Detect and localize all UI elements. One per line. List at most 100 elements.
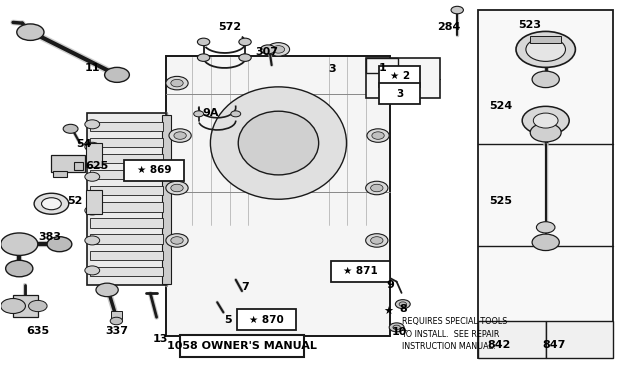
Circle shape	[373, 79, 386, 87]
Circle shape	[85, 172, 100, 181]
Bar	[546, 321, 613, 358]
Circle shape	[171, 237, 183, 244]
Bar	[478, 10, 613, 358]
Bar	[91, 267, 164, 276]
Bar	[478, 321, 546, 358]
Text: 572: 572	[218, 22, 241, 32]
Text: 524: 524	[489, 101, 512, 111]
Circle shape	[17, 24, 44, 40]
FancyBboxPatch shape	[125, 159, 184, 180]
Circle shape	[522, 106, 569, 135]
Text: 525: 525	[489, 196, 512, 206]
Circle shape	[231, 111, 241, 117]
Bar	[167, 56, 391, 336]
Circle shape	[166, 181, 188, 195]
FancyBboxPatch shape	[331, 261, 391, 282]
Circle shape	[389, 323, 404, 332]
Circle shape	[393, 325, 401, 330]
Text: 10: 10	[392, 327, 407, 337]
Circle shape	[105, 67, 130, 82]
Text: 307: 307	[255, 47, 278, 58]
Bar	[91, 122, 164, 131]
FancyBboxPatch shape	[379, 83, 420, 104]
Bar	[87, 113, 167, 285]
Bar	[91, 154, 164, 163]
Text: 9: 9	[386, 280, 394, 290]
Bar	[51, 155, 86, 172]
Circle shape	[96, 283, 118, 297]
Bar	[111, 311, 122, 319]
Bar	[366, 58, 398, 73]
Text: 11: 11	[84, 63, 100, 73]
Circle shape	[533, 113, 558, 128]
Ellipse shape	[238, 111, 319, 175]
Bar	[162, 115, 171, 284]
Text: 523: 523	[518, 20, 541, 30]
Circle shape	[532, 234, 559, 250]
Ellipse shape	[210, 87, 347, 199]
Circle shape	[267, 42, 290, 56]
Circle shape	[239, 54, 251, 61]
Text: ★: ★	[384, 307, 394, 317]
Bar	[530, 36, 561, 42]
Bar	[74, 162, 83, 170]
Circle shape	[451, 6, 463, 14]
Circle shape	[197, 54, 210, 61]
Circle shape	[85, 266, 100, 275]
Bar	[86, 143, 102, 167]
Text: 7: 7	[241, 282, 249, 292]
Text: 9A: 9A	[203, 108, 219, 118]
Circle shape	[171, 79, 183, 87]
Bar	[91, 218, 164, 228]
Circle shape	[260, 45, 275, 54]
Text: 52: 52	[67, 196, 82, 206]
Circle shape	[372, 132, 384, 139]
Bar	[91, 170, 164, 179]
Bar	[91, 250, 164, 260]
Text: 3: 3	[396, 89, 404, 99]
Circle shape	[399, 302, 407, 306]
Circle shape	[532, 71, 559, 88]
Circle shape	[526, 37, 565, 61]
Circle shape	[110, 317, 123, 325]
Bar	[86, 190, 102, 214]
Circle shape	[171, 184, 183, 192]
Bar	[366, 58, 440, 98]
Text: 847: 847	[542, 340, 566, 350]
Circle shape	[169, 129, 191, 142]
Circle shape	[368, 76, 391, 90]
Text: 284: 284	[437, 22, 460, 32]
Circle shape	[371, 237, 383, 244]
Text: 842: 842	[487, 340, 510, 350]
Circle shape	[47, 237, 72, 252]
Circle shape	[42, 198, 61, 210]
Text: ★ 870: ★ 870	[249, 315, 284, 325]
Circle shape	[367, 129, 389, 142]
Text: 635: 635	[26, 326, 50, 336]
Bar	[53, 171, 67, 177]
Circle shape	[85, 120, 100, 129]
Bar	[91, 235, 164, 244]
Circle shape	[63, 124, 78, 133]
Bar	[91, 138, 164, 147]
Circle shape	[85, 142, 100, 151]
Text: 383: 383	[38, 232, 61, 242]
Text: 54: 54	[76, 139, 92, 149]
Circle shape	[267, 313, 290, 327]
FancyBboxPatch shape	[237, 309, 296, 331]
Text: REQUIRES SPECIAL TOOLS
TO INSTALL.  SEE REPAIR
INSTRUCTION MANUAL.: REQUIRES SPECIAL TOOLS TO INSTALL. SEE R…	[402, 317, 507, 351]
Circle shape	[197, 38, 210, 45]
Circle shape	[1, 233, 38, 255]
Text: 3: 3	[328, 64, 335, 74]
Text: 1: 1	[378, 63, 386, 73]
Circle shape	[174, 132, 186, 139]
Text: ★ 2: ★ 2	[389, 71, 410, 81]
Text: 5: 5	[224, 315, 232, 325]
Text: 13: 13	[153, 334, 168, 344]
Bar	[180, 335, 304, 357]
Circle shape	[371, 184, 383, 192]
Text: 337: 337	[105, 326, 128, 336]
Circle shape	[239, 38, 251, 45]
Circle shape	[272, 45, 285, 53]
Circle shape	[193, 111, 203, 117]
